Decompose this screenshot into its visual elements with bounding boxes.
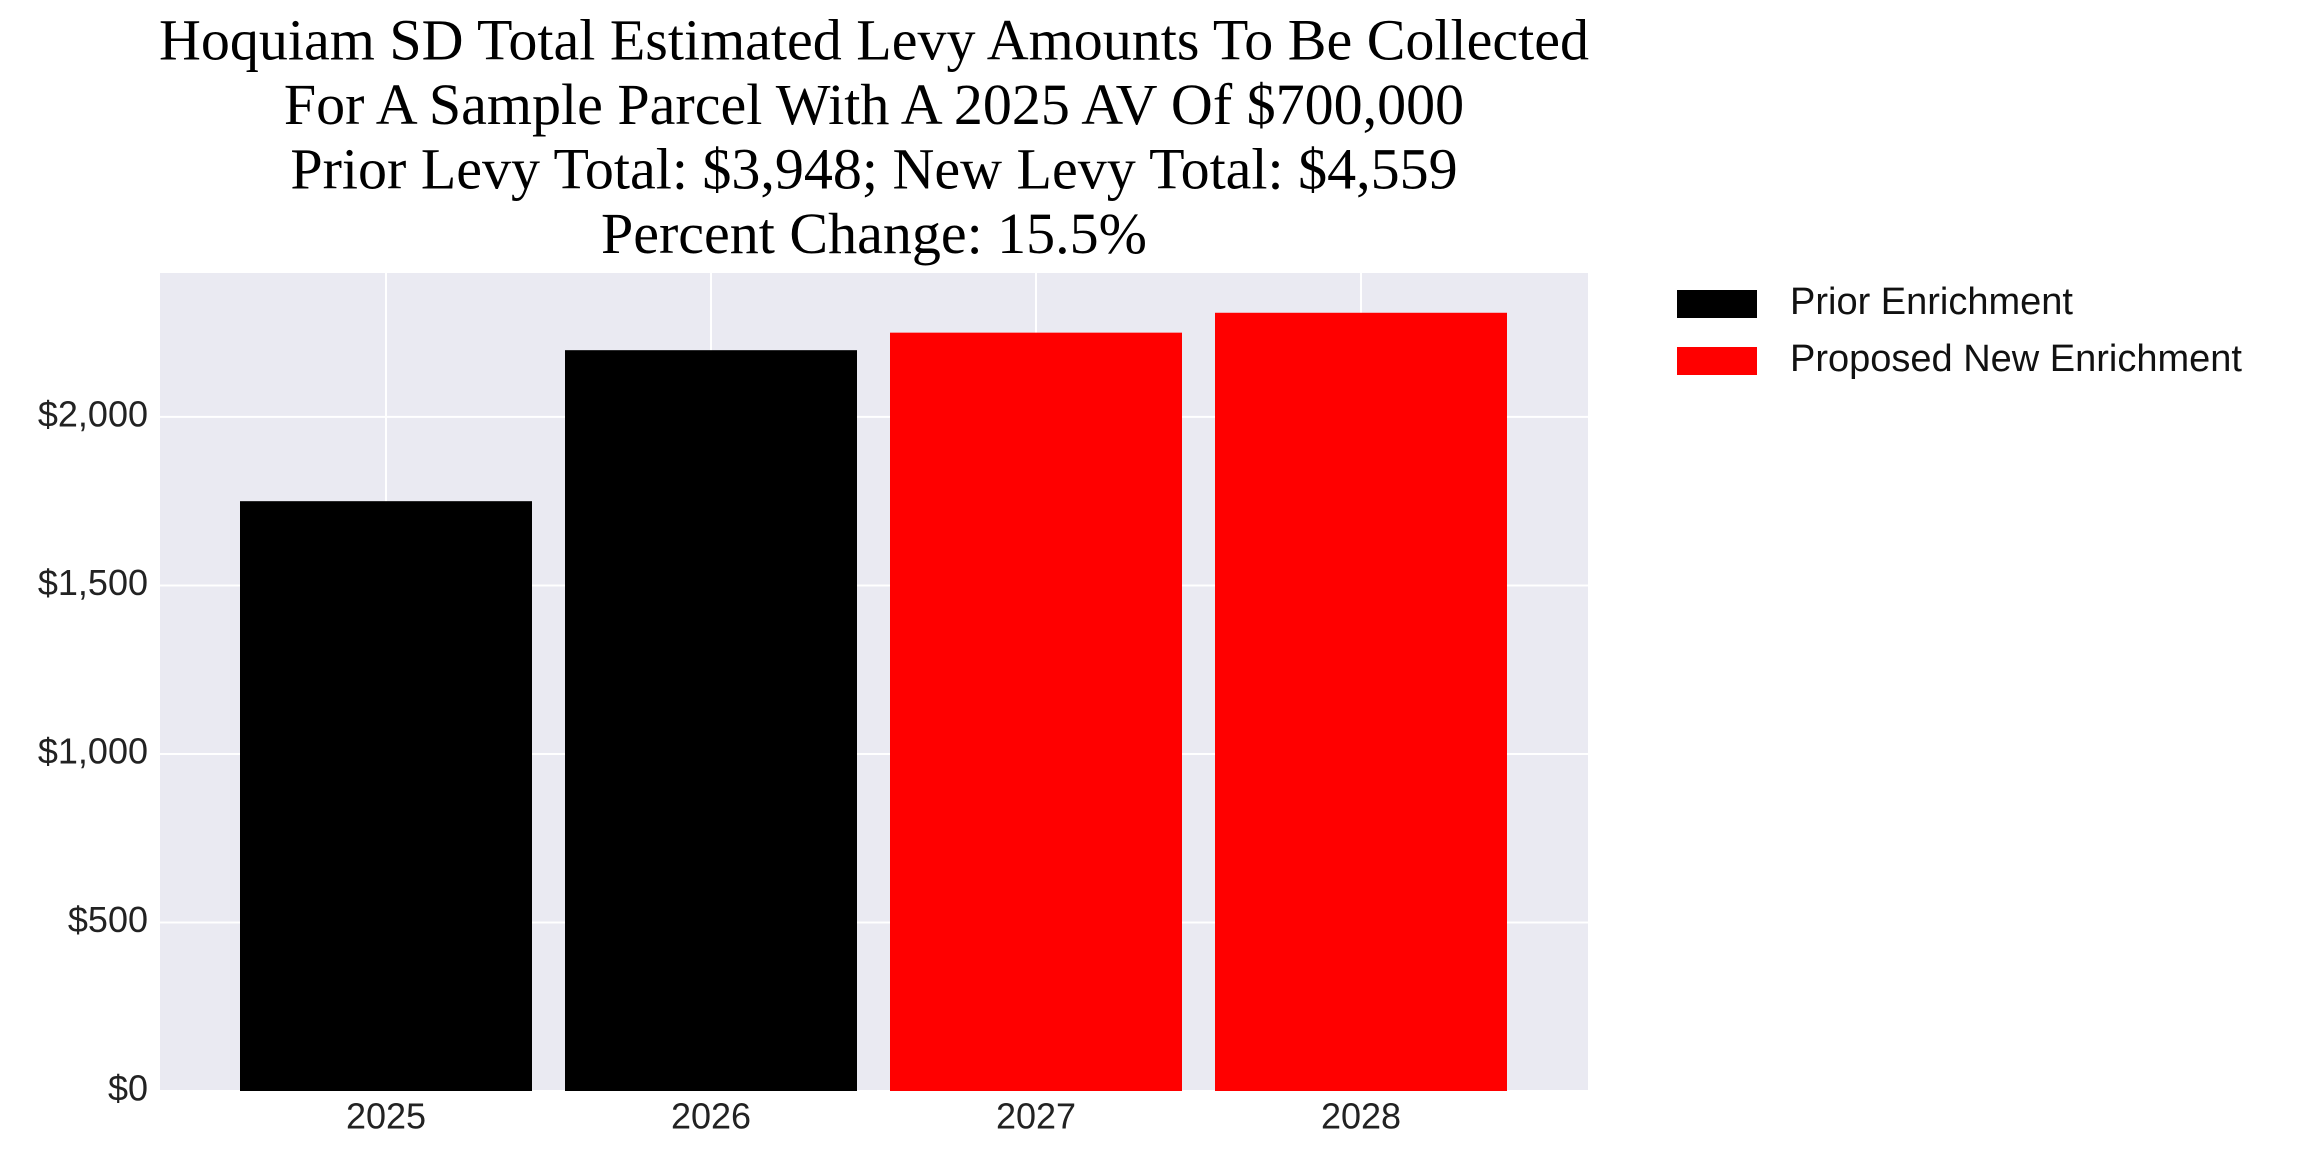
y-tick-label: $1,500 xyxy=(38,562,148,603)
legend-swatch xyxy=(1677,290,1757,318)
y-tick-label: $1,000 xyxy=(38,730,148,771)
bar xyxy=(240,501,532,1091)
chart-title: Hoquiam SD Total Estimated Levy Amounts … xyxy=(159,7,1589,72)
bar xyxy=(1215,312,1507,1092)
y-tick-label: $2,000 xyxy=(38,393,148,434)
y-tick-label: $500 xyxy=(68,899,148,940)
y-tick-label: $0 xyxy=(108,1068,148,1109)
legend-label: Proposed New Enrichment xyxy=(1790,338,2242,380)
chart-title: Prior Levy Total: $3,948; New Levy Total… xyxy=(290,136,1457,201)
legend-label: Prior Enrichment xyxy=(1790,281,2073,323)
x-tick-label: 2028 xyxy=(1321,1096,1401,1137)
chart-title: Percent Change: 15.5% xyxy=(601,201,1147,266)
x-tick-label: 2027 xyxy=(996,1096,1076,1137)
x-tick-label: 2025 xyxy=(346,1096,426,1137)
bar xyxy=(890,332,1182,1091)
bar xyxy=(565,350,857,1092)
legend-swatch xyxy=(1677,347,1757,375)
x-tick-label: 2026 xyxy=(671,1096,751,1137)
chart-title: For A Sample Parcel With A 2025 AV Of $7… xyxy=(284,72,1464,137)
